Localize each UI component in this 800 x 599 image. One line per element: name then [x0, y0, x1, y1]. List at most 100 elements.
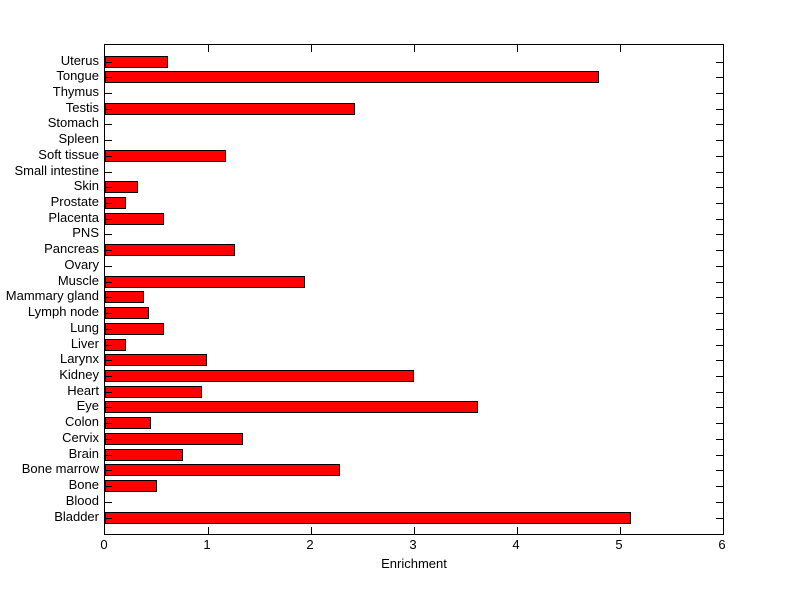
y-tick-left: [105, 376, 112, 377]
y-tick-label: Larynx: [59, 351, 99, 366]
x-tick-label: 0: [100, 537, 108, 552]
x-tick-label: 5: [615, 537, 623, 552]
bar-uterus: [105, 55, 168, 68]
y-tick-left: [105, 392, 112, 393]
y-tick-left: [105, 156, 112, 157]
y-tick-label: Kidney: [59, 367, 99, 382]
y-tick-right: [716, 203, 723, 204]
y-tick-label: Cervix: [62, 430, 99, 445]
y-tick-right: [716, 109, 723, 110]
x-tick-label: 4: [512, 537, 520, 552]
y-tick-left: [105, 93, 112, 94]
bar-larynx: [105, 354, 207, 367]
y-tick-left: [105, 345, 112, 346]
y-tick-left: [105, 360, 112, 361]
x-tick-top: [517, 45, 518, 52]
y-tick-left: [105, 187, 112, 188]
bar-bone-marrow: [105, 464, 340, 477]
y-tick-label: PNS: [72, 225, 99, 240]
bar-brain: [105, 448, 183, 461]
y-tick-left: [105, 455, 112, 456]
y-tick-label: Small intestine: [14, 163, 99, 178]
y-tick-right: [716, 62, 723, 63]
plot-area: [104, 44, 724, 535]
bar-liver: [105, 338, 126, 351]
y-tick-left: [105, 297, 112, 298]
y-tick-right: [716, 156, 723, 157]
x-tick-top: [414, 45, 415, 52]
x-tick-top: [620, 45, 621, 52]
y-tick-label: Soft tissue: [38, 147, 99, 162]
x-tick-top: [311, 45, 312, 52]
y-tick-label: Thymus: [52, 84, 99, 99]
y-tick-label: Stomach: [47, 115, 99, 130]
x-tick-bottom: [414, 527, 415, 534]
y-tick-right: [716, 407, 723, 408]
y-tick-right: [716, 486, 723, 487]
y-tick-left: [105, 124, 112, 125]
bar-bone: [105, 480, 157, 493]
y-tick-left: [105, 518, 112, 519]
y-tick-right: [716, 172, 723, 173]
y-tick-right: [716, 329, 723, 330]
y-tick-right: [716, 502, 723, 503]
bar-heart: [105, 385, 202, 398]
x-axis-title: Enrichment: [381, 556, 447, 571]
y-tick-right: [716, 77, 723, 78]
bar-cervix: [105, 432, 243, 445]
y-tick-label: Bone marrow: [21, 461, 99, 476]
x-tick-bottom: [620, 527, 621, 534]
bar-muscle: [105, 275, 305, 288]
bar-bladder: [105, 511, 631, 524]
bar-lung: [105, 322, 164, 335]
y-tick-right: [716, 219, 723, 220]
y-tick-label: Uterus: [60, 53, 99, 68]
y-tick-label: Bone: [68, 477, 99, 492]
y-tick-label: Brain: [68, 446, 99, 461]
bar-testis: [105, 102, 355, 115]
x-tick-bottom: [208, 527, 209, 534]
bar-placenta: [105, 212, 164, 225]
y-tick-right: [716, 250, 723, 251]
y-tick-label: Testis: [65, 100, 99, 115]
x-tick-bottom: [517, 527, 518, 534]
y-tick-label: Bladder: [54, 509, 99, 524]
y-tick-right: [716, 234, 723, 235]
y-tick-left: [105, 470, 112, 471]
y-tick-label: Ovary: [64, 257, 99, 272]
y-tick-left: [105, 203, 112, 204]
y-tick-label: Lung: [70, 320, 99, 335]
y-tick-right: [716, 187, 723, 188]
y-tick-left: [105, 486, 112, 487]
y-tick-right: [716, 297, 723, 298]
y-tick-right: [716, 455, 723, 456]
y-tick-right: [716, 360, 723, 361]
y-tick-left: [105, 109, 112, 110]
y-tick-right: [716, 93, 723, 94]
y-tick-right: [716, 282, 723, 283]
y-tick-right: [716, 140, 723, 141]
y-tick-right: [716, 376, 723, 377]
y-tick-right: [716, 439, 723, 440]
y-tick-left: [105, 140, 112, 141]
x-tick-label: 2: [306, 537, 314, 552]
bar-tongue: [105, 71, 599, 84]
x-tick-label: 1: [203, 537, 211, 552]
bar-kidney: [105, 369, 414, 382]
x-tick-bottom: [311, 527, 312, 534]
y-tick-label: Mammary gland: [5, 288, 99, 303]
y-tick-left: [105, 172, 112, 173]
y-tick-left: [105, 423, 112, 424]
y-tick-label: Prostate: [50, 194, 99, 209]
y-tick-right: [716, 266, 723, 267]
y-tick-right: [716, 345, 723, 346]
x-tick-top: [208, 45, 209, 52]
y-tick-label: Heart: [67, 383, 99, 398]
y-tick-left: [105, 329, 112, 330]
x-tick-label: 6: [718, 537, 726, 552]
y-tick-label: Lymph node: [27, 304, 99, 319]
y-tick-label: Muscle: [57, 273, 99, 288]
bar-eye: [105, 401, 478, 414]
y-tick-right: [716, 470, 723, 471]
y-tick-right: [716, 518, 723, 519]
